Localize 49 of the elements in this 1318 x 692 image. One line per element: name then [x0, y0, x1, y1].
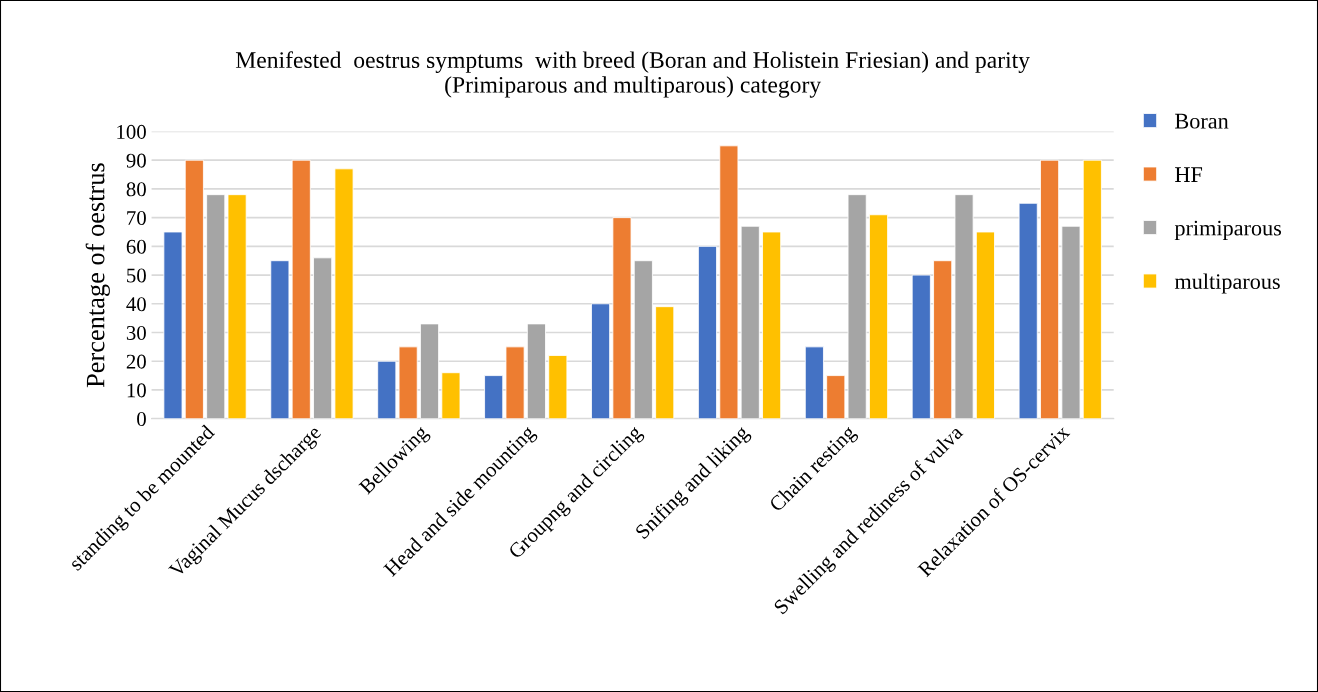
y-tick-label: 70: [127, 211, 146, 226]
bar: [869, 214, 889, 419]
bar: [206, 194, 226, 419]
bar: [441, 372, 461, 419]
legend-label: Boran: [1175, 113, 1229, 129]
bar: [1018, 202, 1038, 419]
y-axis-title: Percentage of oestrus: [85, 163, 110, 388]
bar: [377, 360, 397, 419]
bar: [762, 231, 782, 419]
bar: [484, 375, 504, 419]
bar: [313, 257, 333, 419]
bar: [1061, 225, 1081, 419]
bar: [163, 231, 183, 419]
bar: [975, 231, 995, 419]
bar: [184, 159, 204, 419]
y-tick-label: 50: [127, 268, 146, 283]
y-tick-label: 10: [127, 383, 146, 398]
bar: [633, 260, 653, 419]
y-tick-label: 30: [126, 325, 146, 340]
bar: [1040, 159, 1060, 419]
legend-label: primiparous: [1174, 220, 1282, 241]
legend-label: multiparous: [1174, 273, 1280, 294]
y-tick-label: 60: [126, 239, 146, 254]
bar: [612, 217, 632, 419]
bar: [804, 346, 824, 419]
y-tick-label: 40: [126, 297, 146, 312]
bar: [697, 245, 717, 419]
bar: [954, 194, 974, 419]
y-tick-label: 0: [137, 412, 146, 427]
bar: [227, 194, 247, 419]
bar: [911, 274, 931, 419]
chart-title: Menifested oestrus symptums with breed (Boran and Holistein Friesian) and parity (Primiparous and multiparous) category: [235, 51, 1030, 98]
y-tick-label: 80: [126, 182, 146, 197]
y-tick-label: 100: [117, 124, 146, 139]
bar: [398, 346, 418, 419]
bar: [420, 323, 440, 419]
bar: [847, 194, 867, 419]
bar: [591, 303, 611, 419]
bar: [526, 323, 546, 419]
bar: [548, 355, 568, 419]
y-tick-label: 90: [126, 153, 146, 168]
y-tick-label: 20: [126, 354, 146, 369]
bar: [826, 375, 846, 419]
bar: [933, 260, 953, 419]
bar: [334, 168, 354, 419]
bar: [1082, 159, 1102, 419]
bar: [505, 346, 525, 419]
legend-label: HF: [1175, 167, 1203, 182]
bar: [655, 306, 675, 419]
